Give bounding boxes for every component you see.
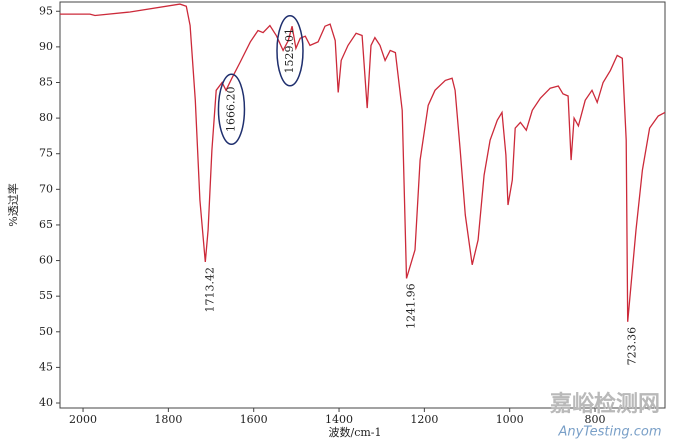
peak-label: 1666.20 (224, 87, 237, 132)
y-tick-label: 80 (39, 111, 53, 124)
y-tick-label: 40 (39, 396, 53, 409)
watermark-title: 嘉峪检测网 (550, 391, 660, 417)
x-tick-label: 1800 (154, 413, 182, 426)
peak-label: 1241.96 (404, 283, 417, 329)
x-tick-label: 1200 (410, 413, 438, 426)
y-tick-label: 55 (39, 289, 53, 302)
peak-label: 723.36 (626, 327, 639, 366)
watermark-url: AnyTesting.com (557, 425, 661, 440)
y-tick-label: 75 (39, 147, 53, 160)
y-tick-label: 60 (39, 254, 53, 267)
plot-frame (59, 1, 666, 409)
y-tick-label: 65 (39, 218, 53, 231)
x-tick-label: 1600 (240, 413, 268, 426)
peak-label: 1713.42 (203, 267, 216, 313)
spectrum-line (60, 3, 666, 322)
y-tick-label: 85 (39, 75, 53, 88)
peak-circle (276, 15, 304, 87)
x-tick-label: 1000 (496, 413, 524, 426)
x-axis-label: 波数/cm-1 (328, 426, 381, 439)
x-tick-label: 1400 (325, 413, 353, 426)
y-tick-label: 90 (39, 40, 53, 53)
y-tick-label: 50 (39, 325, 53, 338)
y-tick-label: 70 (39, 182, 53, 195)
x-tick-label: 2000 (69, 413, 97, 426)
x-tick-label: 800 (585, 413, 606, 426)
y-axis-label: %透过率 (6, 183, 20, 226)
peak-circle (217, 73, 246, 146)
y-tick-label: 95 (39, 4, 53, 17)
y-tick-label: 45 (39, 360, 53, 373)
peak-label: 1529.01 (283, 28, 296, 74)
